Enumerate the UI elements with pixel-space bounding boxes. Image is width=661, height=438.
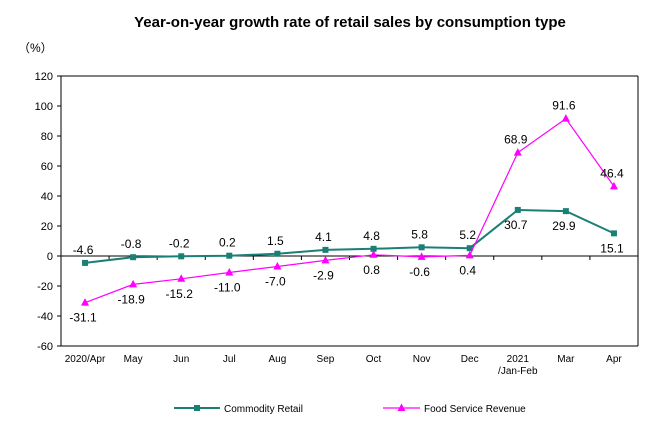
data-point: [561, 114, 570, 122]
data-label: -18.9: [117, 292, 145, 306]
data-point: [369, 250, 378, 258]
x-tick-label: Oct: [366, 354, 382, 365]
data-label: 0.8: [363, 263, 380, 277]
data-label: 4.8: [363, 229, 380, 243]
data-point: [226, 252, 233, 259]
data-point: [609, 181, 618, 190]
data-point: [274, 250, 281, 257]
data-point: [82, 259, 89, 266]
data-point: [322, 246, 329, 253]
data-point: [370, 245, 377, 252]
x-tick-label: Jul: [223, 354, 236, 365]
legend-label: Food Service Revenue: [424, 404, 526, 415]
data-label: -0.8: [121, 237, 142, 251]
legend-swatch-marker: [194, 405, 200, 411]
x-tick-label: 2021/Jan-Feb: [498, 354, 538, 377]
y-tick-label: -40: [37, 311, 53, 323]
data-label: 5.2: [459, 228, 476, 242]
data-label: -4.6: [73, 243, 94, 257]
y-tick-label: 100: [35, 101, 53, 113]
data-point: [129, 279, 138, 288]
data-label: -11.0: [214, 281, 241, 295]
data-point: [81, 298, 90, 306]
chart-title: Year-on-year growth rate of retail sales…: [134, 14, 566, 31]
y-tick-label: -20: [37, 281, 53, 293]
data-label: -0.6: [409, 265, 430, 279]
data-label: -2.9: [313, 268, 334, 282]
data-point: [514, 206, 521, 213]
y-tick-label: 80: [41, 131, 53, 143]
data-point: [466, 245, 473, 252]
y-tick-label: 120: [35, 71, 53, 83]
data-label: 29.9: [552, 219, 576, 233]
data-labels: -4.6 -0.8 -0.2 0.2 1.5 4.1 4.8 5.8 5.2 30.7 29.9 15…: [69, 99, 624, 325]
legend-item-food-service-revenue: Food Service Revenue: [383, 403, 526, 415]
data-label: 15.1: [600, 241, 624, 255]
x-tick-label: Sep: [317, 354, 335, 365]
data-point: [273, 262, 282, 270]
x-tick-label: Nov: [413, 354, 431, 365]
series-layer: [81, 114, 618, 306]
x-tick-label: May: [124, 354, 143, 365]
legend-item-commodity-retail: Commodity Retail: [174, 404, 303, 415]
legend: Commodity Retail Food Service Revenue: [174, 403, 526, 415]
x-tick-label: Aug: [268, 354, 286, 365]
data-point: [562, 208, 569, 215]
legend-label: Commodity Retail: [224, 404, 303, 415]
data-point: [417, 252, 426, 260]
data-point: [130, 254, 137, 261]
data-point: [465, 250, 474, 259]
data-label: 0.4: [459, 263, 476, 277]
data-point: [225, 268, 234, 276]
x-tick-label: Mar: [557, 354, 575, 365]
series-line: [84, 117, 615, 304]
tick-labels: -60 -40 -20 0 20 40 60 80 100 120 2020/Apr May Jun Ju…: [35, 71, 623, 377]
data-point: [178, 253, 185, 260]
data-label: 5.8: [411, 227, 428, 241]
y-tick-label: 40: [41, 191, 53, 203]
data-label: -15.2: [166, 287, 194, 301]
data-label: -7.0: [265, 275, 286, 289]
series-food-service-revenue: [81, 114, 618, 306]
data-label: -0.2: [169, 236, 190, 250]
x-tick-label: Apr: [606, 354, 622, 365]
y-tick-label: -60: [37, 341, 53, 353]
y-tick-label: 20: [41, 221, 53, 233]
series-line: [84, 208, 615, 264]
x-tick-label: Dec: [461, 354, 479, 365]
y-tick-label: 60: [41, 161, 53, 173]
x-tick-label: 2020/Apr: [65, 354, 106, 365]
data-point: [513, 148, 522, 156]
data-point: [418, 244, 425, 251]
data-label: 0.2: [219, 236, 236, 250]
y-tick-label: 0: [47, 251, 53, 263]
data-point: [610, 230, 617, 237]
data-label: 68.9: [504, 133, 528, 147]
data-label: 46.4: [600, 166, 624, 180]
data-label: 30.7: [504, 218, 528, 232]
data-point: [177, 274, 186, 282]
data-label: 4.1: [315, 230, 332, 244]
data-label: 91.6: [552, 99, 576, 113]
data-point: [321, 255, 330, 264]
data-label: 1.5: [267, 234, 284, 248]
y-unit-label: （%）: [18, 41, 53, 55]
x-tick-label: Jun: [173, 354, 189, 365]
legend-swatch-marker: [397, 403, 406, 411]
data-label: -31.1: [69, 311, 97, 325]
series-commodity-retail: [82, 206, 617, 266]
